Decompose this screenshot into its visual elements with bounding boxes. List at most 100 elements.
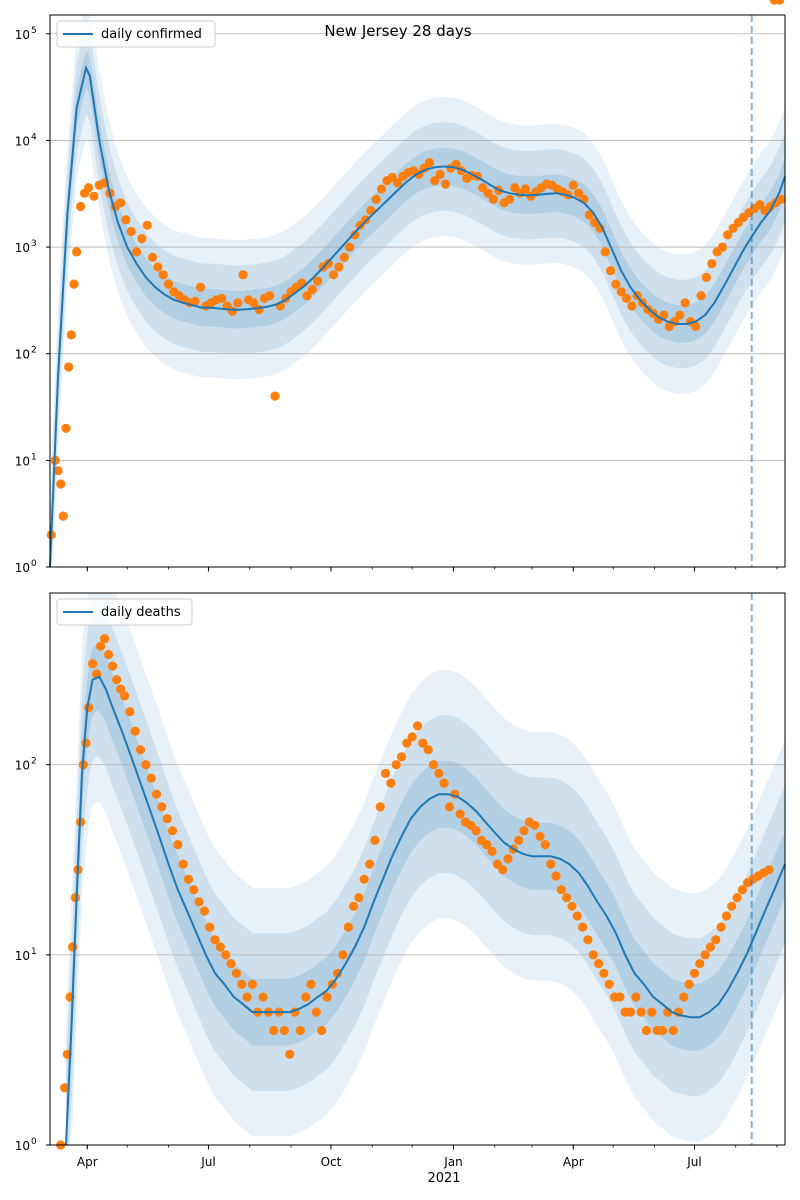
observed-point bbox=[641, 1025, 652, 1036]
observed-point bbox=[116, 684, 126, 694]
observed-point bbox=[430, 176, 440, 186]
y-tick-exponent: 1 bbox=[31, 947, 37, 957]
observed-point bbox=[455, 809, 465, 819]
observed-point bbox=[153, 262, 163, 272]
observed-point bbox=[60, 1083, 70, 1093]
observed-point bbox=[423, 745, 433, 755]
observed-point bbox=[338, 950, 348, 960]
observed-point bbox=[210, 935, 220, 945]
confirmed-legend-box bbox=[56, 20, 216, 48]
observed-point bbox=[302, 291, 312, 301]
observed-point bbox=[392, 178, 403, 188]
observed-point bbox=[104, 649, 114, 660]
x-tick-label: Apr bbox=[77, 1155, 98, 1169]
observed-point bbox=[504, 194, 514, 204]
observed-point bbox=[194, 897, 204, 907]
observed-point bbox=[737, 885, 748, 895]
observed-point bbox=[700, 950, 710, 960]
observed-point bbox=[269, 1025, 279, 1036]
observed-point bbox=[61, 423, 71, 433]
observed-point bbox=[386, 778, 396, 788]
observed-point bbox=[112, 675, 122, 685]
deaths-legend-label: daily deaths bbox=[101, 605, 181, 620]
observed-point bbox=[126, 226, 136, 237]
observed-point bbox=[723, 230, 733, 240]
observed-point bbox=[535, 831, 545, 842]
observed-point bbox=[147, 252, 158, 262]
observed-point bbox=[705, 942, 716, 952]
observed-point bbox=[247, 979, 257, 989]
y-tick-label: 10 bbox=[15, 949, 30, 963]
observed-point bbox=[66, 330, 76, 340]
deaths-legend: daily deaths bbox=[56, 598, 193, 626]
observed-point bbox=[680, 298, 690, 308]
observed-point bbox=[131, 247, 142, 257]
observed-point bbox=[407, 732, 417, 742]
observed-point bbox=[350, 230, 360, 240]
observed-point bbox=[728, 223, 738, 233]
observed-point bbox=[285, 1049, 295, 1059]
observed-point bbox=[594, 959, 604, 969]
confirmed-legend-label: daily confirmed bbox=[101, 27, 202, 42]
observed-point bbox=[70, 893, 80, 903]
y-tick-label: 10 bbox=[15, 134, 30, 148]
observed-point bbox=[242, 992, 252, 1002]
observed-point bbox=[146, 773, 156, 783]
observed-point bbox=[583, 935, 593, 945]
observed-point bbox=[311, 1007, 321, 1017]
observed-point bbox=[568, 180, 578, 190]
observed-point bbox=[162, 814, 172, 824]
confirmed-model-line bbox=[49, 64, 786, 568]
observed-point bbox=[354, 893, 364, 903]
observed-point bbox=[334, 262, 344, 272]
observed-point bbox=[732, 893, 742, 903]
observed-point bbox=[647, 1007, 657, 1017]
observed-point bbox=[221, 950, 231, 960]
observed-point bbox=[167, 826, 178, 836]
observed-point bbox=[627, 301, 637, 311]
observed-point bbox=[412, 721, 423, 731]
observed-point bbox=[100, 634, 110, 644]
observed-point bbox=[675, 310, 685, 320]
deaths-x-axis: Apr Jul Oct Jan Apr Jul bbox=[77, 1145, 778, 1169]
observed-point bbox=[359, 874, 369, 884]
observed-point bbox=[370, 835, 380, 846]
observed-point bbox=[482, 840, 492, 850]
x-axis-year-label: 2021 bbox=[427, 1171, 460, 1186]
deaths-observed-points bbox=[56, 0, 785, 1150]
observed-point bbox=[343, 922, 353, 932]
observed-point bbox=[227, 306, 237, 316]
observed-point bbox=[567, 901, 577, 911]
y-tick-exponent: 1 bbox=[31, 452, 37, 462]
observed-point bbox=[301, 992, 311, 1002]
observed-point bbox=[53, 466, 63, 476]
observed-point bbox=[76, 201, 86, 212]
observed-point bbox=[755, 200, 765, 210]
y-tick-exponent: 2 bbox=[31, 757, 37, 767]
observed-point bbox=[711, 935, 721, 945]
observed-point bbox=[157, 802, 167, 812]
observed-point bbox=[205, 922, 215, 932]
observed-point bbox=[684, 979, 694, 989]
observed-point bbox=[58, 511, 68, 521]
y-tick-exponent: 5 bbox=[31, 26, 37, 36]
observed-point bbox=[727, 901, 737, 911]
y-tick-label: 10 bbox=[15, 28, 30, 42]
observed-point bbox=[345, 242, 355, 252]
observed-point bbox=[604, 979, 614, 989]
observed-point bbox=[68, 942, 78, 952]
observed-point bbox=[588, 950, 598, 960]
x-tick-label: Jan bbox=[443, 1155, 463, 1169]
observed-point bbox=[616, 287, 626, 297]
observed-point bbox=[69, 279, 79, 289]
observed-point bbox=[606, 266, 616, 276]
y-tick-label: 10 bbox=[15, 561, 30, 575]
observed-point bbox=[81, 738, 91, 748]
deaths-model-line bbox=[65, 675, 786, 1146]
observed-point bbox=[279, 1025, 289, 1036]
observed-point bbox=[551, 871, 561, 881]
observed-point bbox=[775, 0, 785, 5]
observed-point bbox=[716, 922, 726, 932]
